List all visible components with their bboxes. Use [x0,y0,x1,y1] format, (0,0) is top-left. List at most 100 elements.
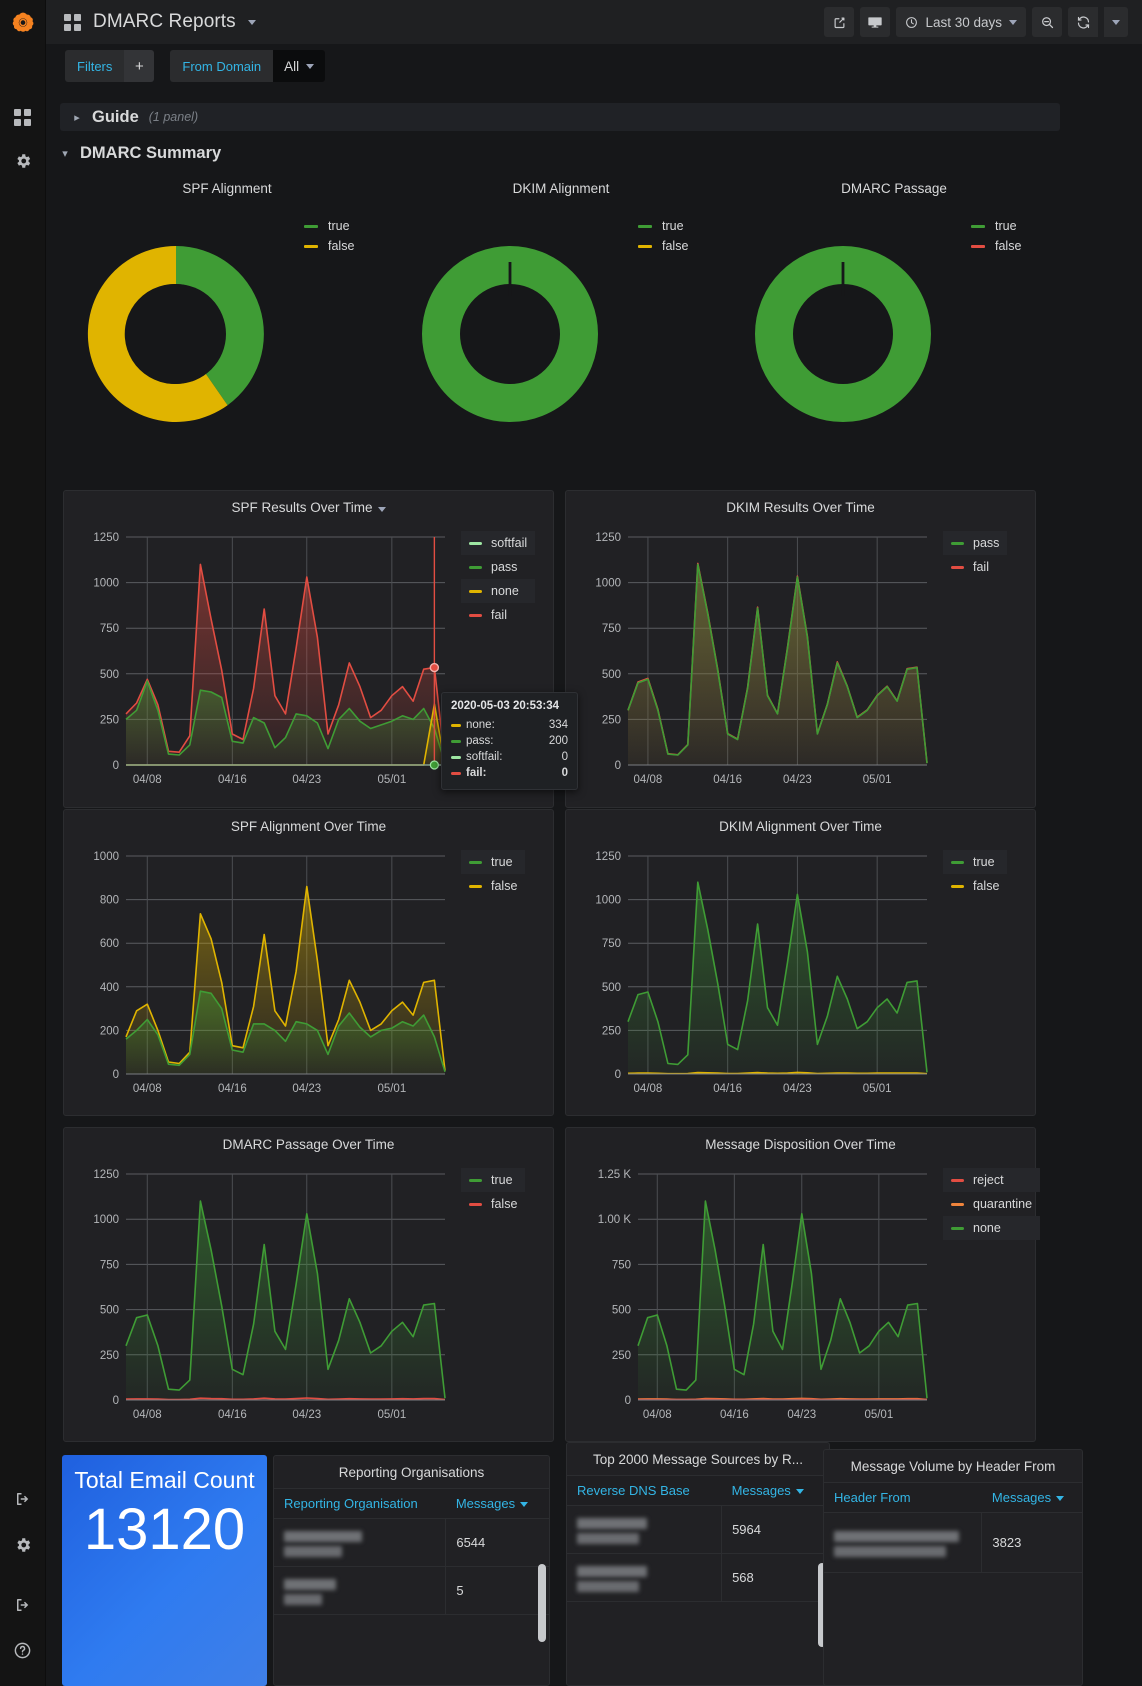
svg-text:250: 250 [602,714,621,726]
table-row[interactable]: 568 [567,1553,829,1602]
share-dashboard-button[interactable] [824,7,855,37]
legend-item[interactable]: false [971,236,1021,256]
sidebar-item-dashboards[interactable] [0,94,46,140]
sidebar-item-configuration[interactable] [0,140,46,186]
column-header-label: Messages [455,1496,516,1511]
legend-item[interactable]: true [304,216,354,236]
row-title-dmarc-summary: DMARC Summary [80,143,222,162]
from-domain-select[interactable]: All [273,50,326,82]
gear-bottom-icon [14,1536,32,1559]
panel-title: Message Disposition Over Time [705,1137,896,1152]
legend-item[interactable]: true [461,1168,526,1192]
chevron-down-icon[interactable] [247,19,256,25]
legend-item[interactable]: true [971,216,1021,236]
svg-text:250: 250 [602,1025,621,1037]
legend-swatch-pass [469,565,482,569]
legend-item[interactable]: true [943,850,1008,874]
table-scrollbar[interactable] [538,1564,546,1642]
table-row[interactable]: 6544 [274,1518,549,1567]
help-icon [13,1641,32,1665]
svg-text:1.00 K: 1.00 K [598,1214,632,1226]
cell-reverse-dns [567,1505,723,1554]
legend-item[interactable]: false [461,874,525,898]
svg-text:1250: 1250 [93,532,119,544]
column-header-messages[interactable]: Messages [445,1488,549,1519]
svg-text:1.25 K: 1.25 K [598,1169,632,1181]
legend-swatch-none [469,589,482,593]
row-header-dmarc-summary[interactable]: ▾ DMARC Summary [60,139,221,167]
svg-text:04/16: 04/16 [218,1409,247,1421]
chevron-down-icon [306,63,315,69]
column-header-reverse-dns[interactable]: Reverse DNS Base [567,1475,722,1506]
table-scrollbar[interactable] [818,1563,826,1647]
legend-item[interactable]: true [461,850,526,874]
row-header-guide[interactable]: ▸ Guide (1 panel) [60,103,1060,131]
sidebar-item-help[interactable] [0,1630,46,1676]
legend-item[interactable]: none [461,579,536,603]
column-header-header-from[interactable]: Header From [824,1482,982,1513]
grafana-logo[interactable] [0,0,46,46]
tv-mode-button[interactable] [860,7,891,37]
legend-item[interactable]: none [943,1216,1041,1240]
panel-spf-alignment: SPF Alignment true false [62,172,392,472]
column-header-messages[interactable]: Messages [981,1482,1082,1513]
legend-item[interactable]: false [461,1192,525,1216]
svg-text:500: 500 [602,982,621,994]
column-header-label: Messages [731,1483,791,1498]
legend-item[interactable]: false [638,236,688,256]
legend-label: false [491,879,518,893]
time-range-picker[interactable]: Last 30 days [896,7,1026,37]
filters-label: Filters [65,50,125,82]
legend-item[interactable]: fail [461,603,535,627]
legend-item[interactable]: quarantine [943,1192,1040,1216]
dashboard-title-group[interactable]: DMARC Reports [46,11,256,33]
legend-item[interactable]: reject [943,1168,1041,1192]
add-filter-button[interactable]: + [124,50,155,82]
svg-text:750: 750 [100,623,119,635]
svg-text:500: 500 [602,669,621,681]
zoom-out-button[interactable] [1032,7,1062,37]
chevron-down-icon: ▾ [62,147,68,160]
row-panel-count: (1 panel) [148,110,199,124]
row-title-guide: Guide [92,107,139,126]
stat-title: Total Email Count [74,1467,255,1493]
panel-menu-caret-icon[interactable] [377,507,386,512]
legend-swatch-true [638,224,652,228]
column-header-messages[interactable]: Messages [721,1475,829,1506]
panel-title-text: SPF Results Over Time [231,500,373,515]
spf-alignment-chart: 0 200 400 600 800 1000 04/08 04/16 04/23 05/01 [93,851,446,1095]
panel-message-disposition-over-time: Message Disposition Over Time 0 250 500 750… [565,1127,1041,1442]
tooltip-swatch-pass [451,739,461,743]
stat-value: 13120 [83,1497,246,1562]
legend-item[interactable]: pass [943,531,1008,555]
table-row[interactable]: 5964 [567,1505,829,1554]
table-row[interactable]: 5 [274,1566,549,1615]
svg-text:600: 600 [100,938,119,950]
legend-label: fail [973,560,989,574]
legend-item[interactable]: softfail [461,531,536,555]
column-header-organisation[interactable]: Reporting Organisation [274,1488,446,1519]
legend-item[interactable]: true [638,216,688,236]
legend-item[interactable]: false [304,236,354,256]
left-sidebar [0,0,46,1686]
svg-text:04/23: 04/23 [783,774,812,786]
legend-label: true [491,1173,513,1187]
panel-title: DMARC Passage [841,181,947,196]
tooltip-swatch-none [451,723,461,727]
sidebar-item-signin-bottom[interactable] [0,1584,46,1630]
sidebar-item-signin[interactable] [0,1478,46,1524]
svg-text:250: 250 [100,1350,119,1362]
tooltip-series-name: pass: [466,735,494,747]
refresh-interval-dropdown[interactable] [1104,7,1128,37]
legend-item[interactable]: pass [461,555,535,579]
sidebar-item-admin[interactable] [0,1524,46,1570]
table-row[interactable]: 3823 [824,1512,1082,1573]
panel-title: DKIM Alignment Over Time [719,819,882,834]
dashboards-grid-icon [64,13,81,31]
legend-item[interactable]: fail [943,555,1007,579]
legend-item[interactable]: false [943,874,1007,898]
refresh-button[interactable] [1068,7,1098,37]
legend-swatch-false [951,884,964,888]
svg-text:04/08: 04/08 [133,1083,162,1095]
panel-title[interactable]: SPF Results Over Time [64,491,553,515]
